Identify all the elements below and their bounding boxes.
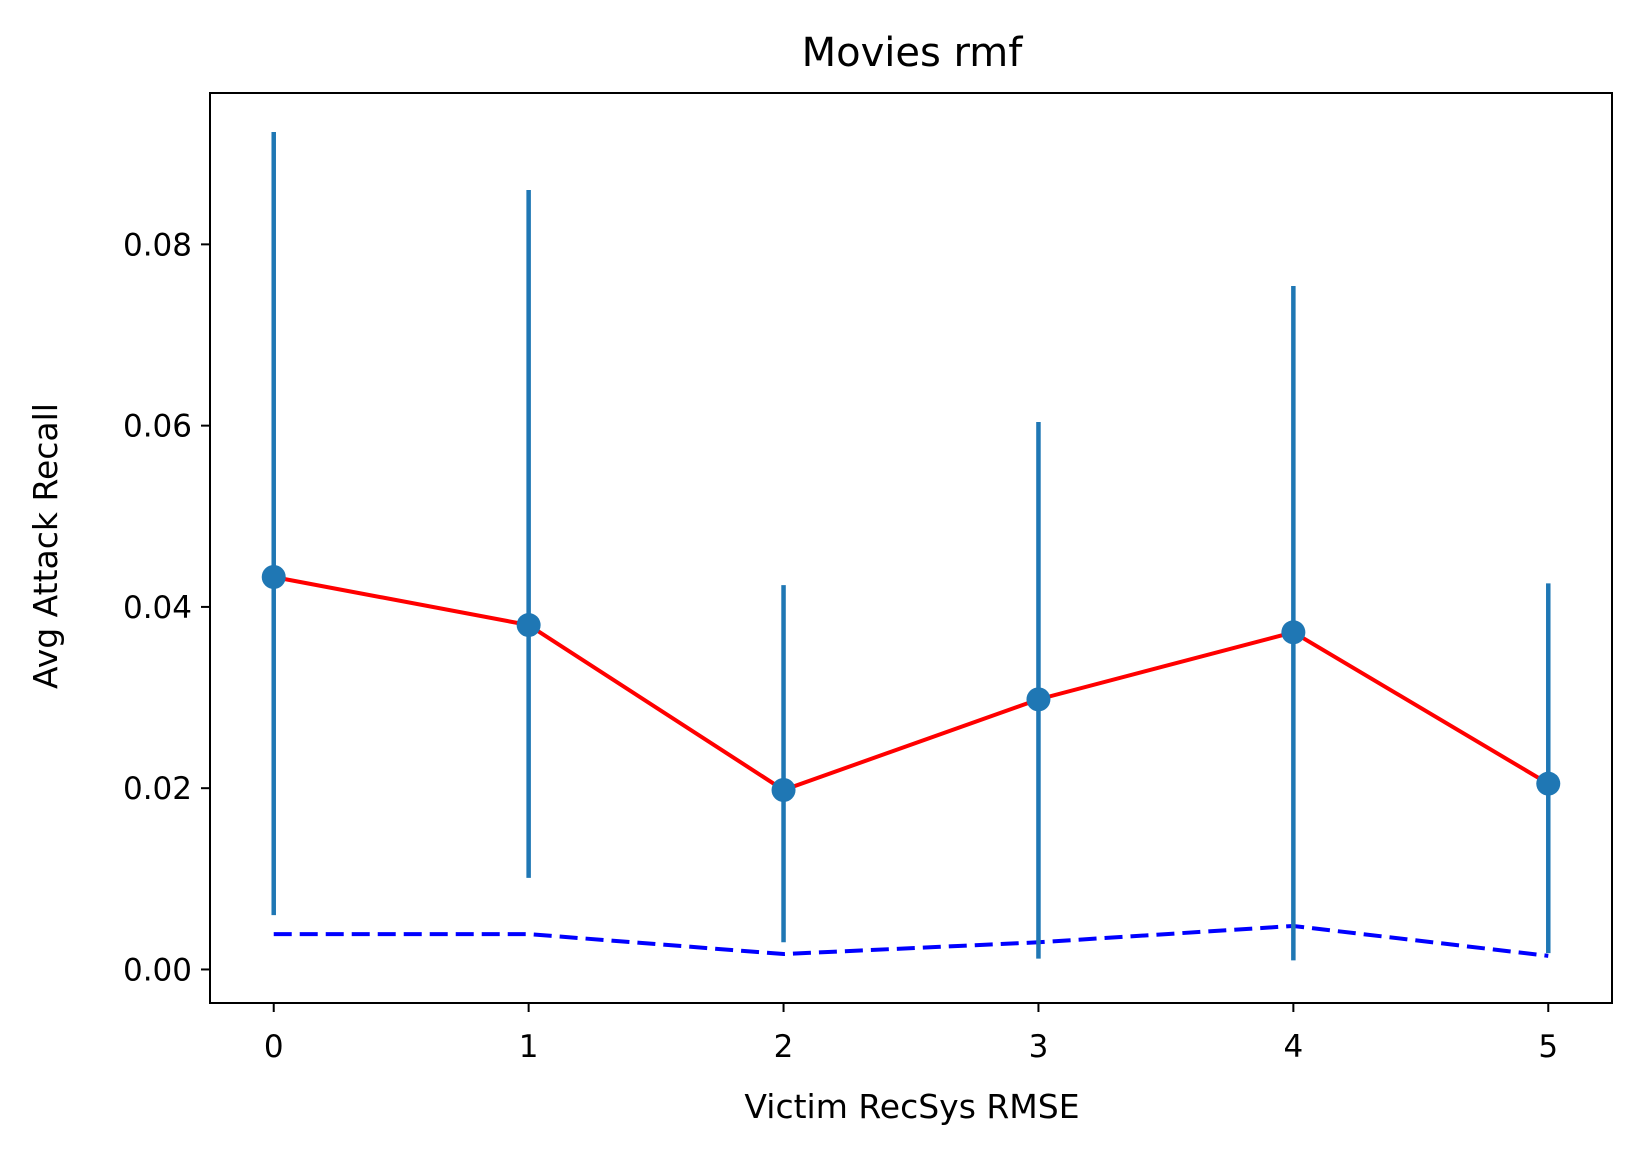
plot-area (261, 131, 1561, 961)
y-tick-label: 0.04 (123, 590, 192, 626)
data-point (1536, 771, 1561, 796)
axes: 0 1 2 3 4 5 0.00 0.02 0.04 0.06 0.08 (123, 92, 1613, 1065)
series-dashed-line (273, 923, 1549, 958)
data-point (1281, 620, 1306, 645)
plot-frame (209, 92, 1613, 1004)
x-axis-label: Victim RecSys RMSE (744, 1087, 1079, 1126)
y-tick-label: 0.00 (123, 952, 192, 988)
data-point (516, 613, 541, 638)
x-tick-label: 1 (519, 1029, 539, 1065)
y-tick-label: 0.02 (123, 771, 192, 807)
x-tick-label: 3 (1029, 1029, 1049, 1065)
y-tick-label: 0.08 (123, 227, 192, 263)
y-axis-label: Avg Attack Recall (26, 403, 65, 689)
x-tick-label: 5 (1538, 1029, 1558, 1065)
x-tick-label: 4 (1283, 1029, 1303, 1065)
x-tick-label: 2 (774, 1029, 794, 1065)
y-tick-label: 0.06 (123, 409, 192, 445)
series-solid-line (273, 575, 1550, 793)
data-point (771, 778, 796, 803)
chart-title: Movies rmf (802, 30, 1024, 76)
data-point (261, 565, 286, 590)
x-tick-label: 0 (264, 1029, 284, 1065)
data-point (1026, 687, 1051, 712)
